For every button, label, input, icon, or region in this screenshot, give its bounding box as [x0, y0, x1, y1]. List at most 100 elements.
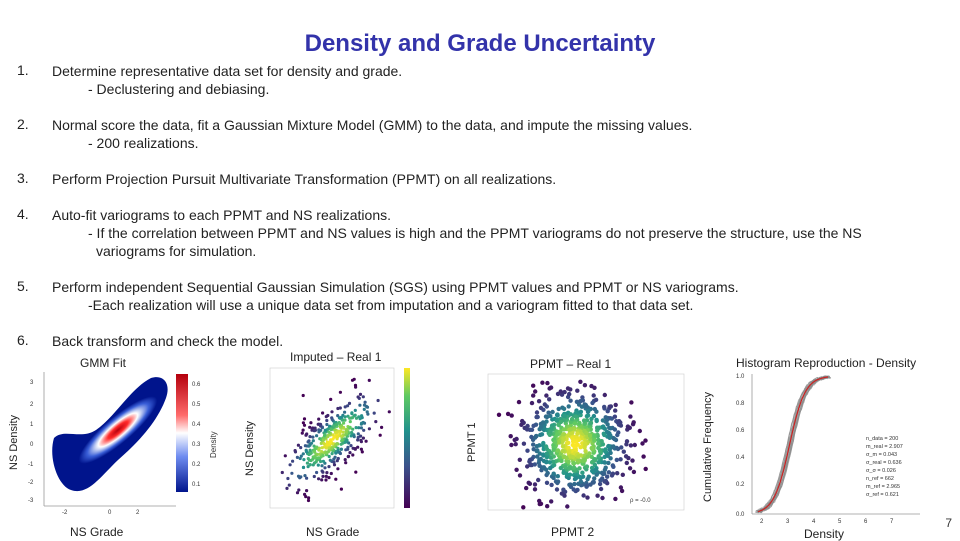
hist-ytick: 0.2 — [736, 482, 745, 488]
ppmt-point — [596, 445, 601, 451]
ppmt-point — [573, 414, 578, 419]
ppmt-point — [551, 475, 556, 481]
ppmt-point — [562, 413, 567, 419]
ppmt-point — [580, 470, 585, 475]
ppmt-point — [571, 465, 577, 470]
imputed-point — [329, 471, 333, 476]
ppmt-point — [517, 457, 522, 462]
imputed-point — [308, 448, 312, 452]
gmm-ylabel: NS Density — [8, 414, 20, 470]
ppmt-point — [551, 471, 556, 476]
ppmt-point — [592, 433, 597, 438]
imputed-point — [334, 477, 338, 481]
imputed-point — [317, 417, 321, 421]
imputed-points — [280, 377, 391, 503]
ppmt-point — [596, 460, 601, 465]
ppmt-point — [606, 460, 611, 466]
imputed-point — [319, 459, 323, 464]
imputed-point — [343, 418, 347, 422]
ppmt-point — [537, 501, 542, 507]
ppmt-point — [534, 414, 539, 420]
ppmt-point — [509, 442, 514, 448]
ppmt-point — [602, 404, 607, 410]
ppmt-point — [605, 422, 610, 427]
imputed-point — [320, 478, 324, 482]
hist-stat: σ_ref = 0.621 — [866, 492, 899, 498]
ppmt-point — [594, 472, 599, 477]
imputed-point — [334, 451, 338, 455]
ppmt-point — [565, 504, 570, 509]
imputed-point — [354, 385, 358, 389]
ppmt-point — [575, 431, 580, 436]
imputed-point — [348, 420, 352, 424]
ppmt-point — [618, 423, 624, 428]
ppmt-point — [535, 448, 540, 453]
ppmt-point — [615, 471, 620, 476]
imputed-point — [325, 443, 329, 447]
ppmt-point — [599, 439, 604, 444]
gmm-ytick: 3 — [30, 380, 34, 386]
imputed-point — [321, 454, 325, 458]
ppmt-point — [627, 425, 632, 430]
imputed-point — [308, 435, 312, 439]
imputed-point — [358, 392, 363, 396]
ppmt-point — [532, 435, 538, 440]
imputed-point — [341, 430, 345, 434]
ppmt-point — [531, 393, 536, 398]
ppmt-point — [585, 477, 590, 482]
imputed-point — [325, 471, 329, 475]
ppmt-point — [568, 484, 574, 489]
ppmt-point — [643, 438, 648, 443]
imputed-point — [316, 463, 320, 467]
ppmt-point — [572, 421, 578, 426]
ppmt-point — [583, 442, 588, 448]
ppmt-point — [527, 459, 532, 464]
ppmt-point — [551, 447, 556, 452]
gmm-xlabel: NS Grade — [70, 525, 124, 539]
ppmt-points — [496, 379, 648, 510]
ppmt-point — [597, 481, 603, 487]
ppmt-point — [602, 467, 608, 472]
ppmt-point — [576, 402, 582, 407]
ppmt-point — [529, 427, 535, 432]
imputed-point — [320, 446, 324, 450]
step-5-number: 5. — [17, 278, 29, 294]
imputed-point — [293, 450, 298, 454]
ppmt-point — [577, 466, 582, 471]
imputed-point — [321, 470, 325, 474]
ppmt-point — [620, 472, 625, 477]
imputed-point — [323, 433, 327, 437]
imputed-point — [341, 441, 345, 445]
hist-xtick: 6 — [864, 519, 868, 524]
ppmt-point — [619, 445, 624, 450]
ppmt-point — [603, 447, 608, 452]
imputed-point — [297, 488, 301, 492]
ppmt-point — [600, 418, 606, 423]
ppmt-point — [565, 386, 571, 391]
ppmt-point — [555, 474, 560, 479]
ppmt-point — [547, 432, 552, 437]
hist-realization-curve — [758, 375, 829, 513]
ppmt-point — [605, 409, 610, 414]
hist-xtick: 3 — [786, 519, 790, 524]
ppmt-point — [532, 487, 538, 492]
ppmt-point — [605, 453, 610, 458]
ppmt-point — [585, 454, 590, 459]
gmm-ytick: 1 — [30, 422, 34, 428]
ppmt-point — [561, 436, 566, 441]
imputed-point — [364, 439, 368, 443]
ppmt-point — [602, 392, 607, 398]
imputed-point — [334, 430, 338, 435]
imputed-point — [305, 461, 309, 465]
step-2-sub: - 200 realizations. — [88, 135, 199, 151]
imputed-point — [308, 425, 312, 429]
ppmt-point — [628, 443, 634, 448]
ppmt-point — [601, 424, 606, 429]
ppmt-point — [531, 423, 536, 428]
ppmt-point — [521, 420, 526, 425]
imputed-point — [342, 421, 346, 425]
ppmt-point — [560, 448, 565, 454]
ppmt-point — [630, 458, 635, 463]
imputed-point — [347, 441, 351, 445]
ppmt-point — [549, 482, 554, 488]
